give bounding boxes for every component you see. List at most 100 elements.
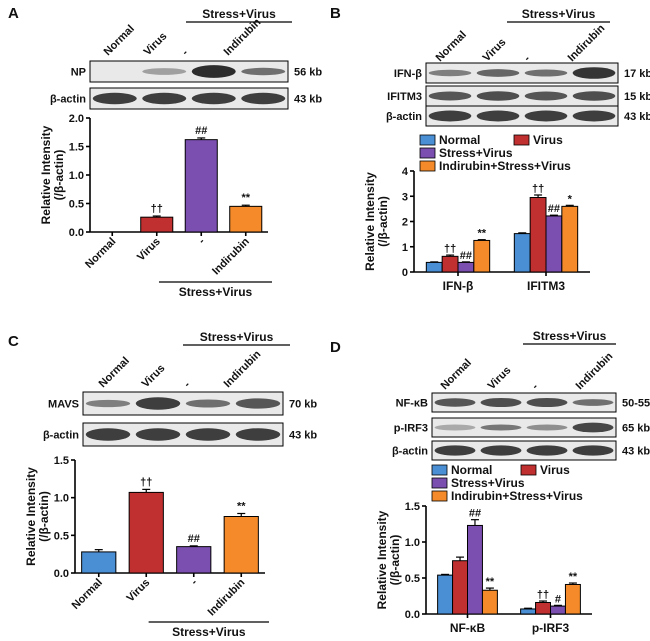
lane-label-D-1: Virus [486,364,514,392]
blot-band-B-1-3 [572,91,616,101]
blot-band-D-1-2 [526,424,568,431]
legend-label-D-0: Normal [451,463,492,477]
blot-size-C-0: 70 kb [289,399,317,411]
blot-band-A-0-2 [191,65,236,78]
blot-label-D-2: β-actin [392,446,428,458]
legend-label-B-1: Virus [533,133,563,147]
blot-band-C-1-0 [85,428,131,441]
blot-band-B-1-0 [428,91,472,101]
blot-band-D-0-2 [526,397,568,408]
blot-strip-D-1 [431,417,617,438]
lane-label-D-0: Normal [439,357,474,392]
blot-strip-B-2 [425,105,619,127]
bar-A-3 [229,205,263,233]
blot-band-B-2-0 [428,110,472,122]
bar-B-0-0 [425,261,443,273]
bar-annotation-C-2: ## [188,533,200,545]
y-axis-label2-B: (/β-actin) [376,196,390,247]
x-tick-label-C-2: - [189,576,200,587]
y-tick-label-C-0: 0.0 [54,568,69,580]
blot-band-C-0-1 [135,397,181,410]
blot-strip-D-0 [431,392,617,413]
y-tick-label-D-2: 1.0 [405,537,420,549]
bar-D-0-1 [452,560,468,615]
bar-D-1-3 [564,583,581,615]
x-tick-label-C-1: Virus [125,577,153,605]
bar-annotation-B-0-1: †† [444,243,456,255]
legend-swatch-D-1 [520,464,537,476]
lane-label-A-1: Virus [142,30,170,58]
panel-letter-D: D [330,339,341,356]
y-tick-label-C-1: 0.5 [54,530,69,542]
y-tick-label-C-3: 1.5 [54,455,69,467]
blot-size-D-2: 43 kb [622,446,650,458]
bar-annotation-D-1-1: †† [537,589,549,601]
bar-C-0 [81,551,117,574]
x-tick-label-C-0: Normal [70,577,105,612]
panel-letter-B: B [330,5,341,22]
bar-D-1-2 [550,605,566,615]
bar-annotation-D-0-2: ## [469,508,481,520]
blot-band-B-0-2 [524,69,568,77]
bar-D-0-0 [437,574,454,615]
y-tick-label-B-2: 2 [402,217,408,229]
blot-band-D-2-3 [572,445,614,456]
blot-size-B-0: 17 kb [624,68,650,80]
x-tick-label-D-1: p-IRF3 [532,621,570,635]
bar-A-1 [140,216,174,233]
bar-annotation-A-2: ## [195,125,207,137]
bar-B-0-1 [441,255,459,273]
blot-band-B-1-1 [476,91,520,101]
blot-label-C-0: MAVS [48,399,79,411]
blot-band-C-0-0 [85,399,131,408]
x-tick-label-A-0: Normal [83,236,118,271]
bar-annotation-B-1-3: * [568,193,573,205]
bar-annotation-C-1: †† [140,476,152,488]
blot-band-B-0-3 [572,67,616,79]
blot-label-D-0: NF-κB [396,398,428,410]
bar-annotation-A-1: †† [151,203,163,215]
blot-strip-A-0 [89,60,289,83]
bar-D-1-1 [535,601,551,615]
bar-B-1-2 [545,215,563,273]
blot-strip-B-0 [425,62,619,84]
bar-annotation-A-3: ** [241,192,250,204]
bar-B-0-3 [473,239,491,273]
y-axis-label-C: Relative Intensity [24,467,38,566]
group-header-D: Stress+Virus [533,329,607,343]
blot-label-B-1: IFITM3 [387,91,422,103]
lane-label-C-3: Indirubin [222,348,264,390]
blot-band-C-0-3 [235,398,281,409]
blot-band-A-1-2 [191,92,236,105]
y-tick-label-B-3: 3 [402,191,408,203]
y-axis-label2-C: (/β-actin) [37,491,51,542]
bar-annotation-D-1-3: ** [569,571,578,583]
bar-annotation-C-3: ** [237,500,246,512]
blot-band-A-0-3 [241,67,286,76]
blot-size-D-1: 65 kb [622,423,650,435]
lane-label-C-2: - [182,379,193,390]
legend-swatch-B-3 [419,160,436,172]
blot-band-B-1-2 [524,91,568,101]
group-header-B: Stress+Virus [522,7,596,21]
blot-size-D-0: 50-55 kb [622,398,650,410]
bar-D-0-3 [481,589,498,615]
bar-B-1-3 [561,205,579,273]
y-axis-label2-A: (/β-actin) [52,150,66,201]
y-axis-label2-D: (/β-actin) [388,535,402,586]
blot-band-A-1-3 [241,92,286,105]
bar-annotation-B-1-2: ## [548,203,560,215]
blot-band-B-2-3 [572,110,616,122]
y-tick-label-B-0: 0 [402,267,408,279]
blot-strip-C-0 [82,391,284,416]
blot-band-B-0-1 [476,69,520,77]
x-tick-label-A-3: Indirubin [210,235,252,277]
x-tick-label-B-1: IFITM3 [527,279,565,293]
x-group-label-A: Stress+Virus [179,285,253,299]
bar-annotation-B-0-2: ## [460,250,472,262]
x-tick-label-B-0: IFN-β [443,279,474,293]
y-tick-label-D-1: 0.5 [405,573,420,585]
blot-size-B-1: 15 kb [624,91,650,103]
lane-label-B-2: - [522,53,533,64]
x-group-label-C: Stress+Virus [172,625,246,639]
